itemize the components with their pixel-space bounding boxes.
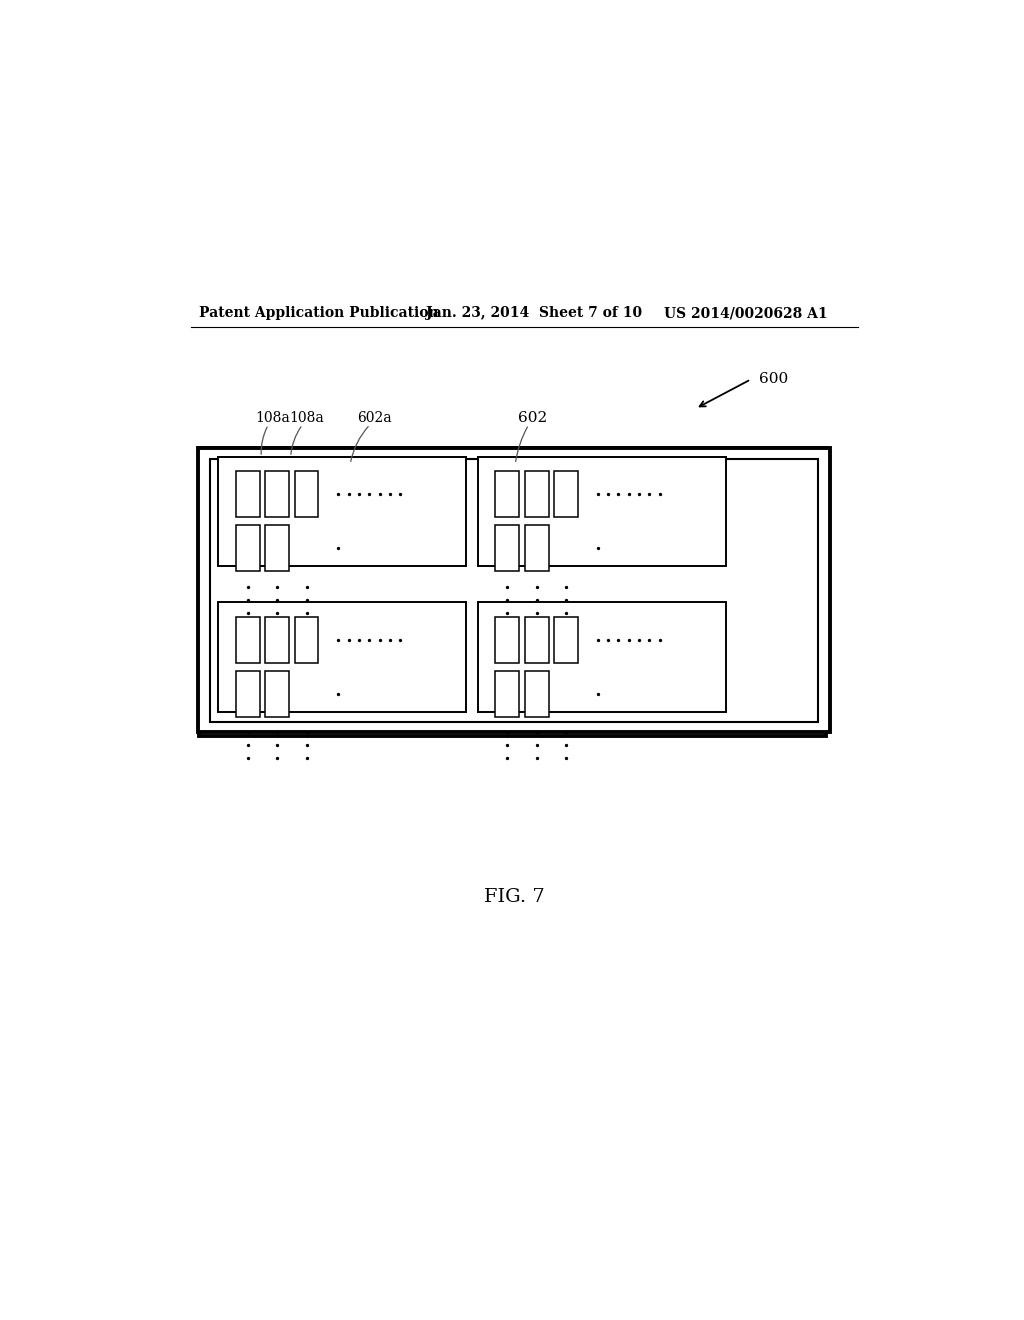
Text: FIG. 7: FIG. 7 bbox=[484, 888, 545, 906]
Bar bbox=[496, 525, 519, 572]
Bar bbox=[524, 616, 549, 663]
Bar bbox=[236, 671, 260, 717]
Text: Jan. 23, 2014  Sheet 7 of 10: Jan. 23, 2014 Sheet 7 of 10 bbox=[426, 306, 642, 321]
Bar bbox=[218, 602, 466, 711]
Bar bbox=[554, 471, 578, 517]
Bar bbox=[524, 471, 549, 517]
Text: Patent Application Publication: Patent Application Publication bbox=[200, 306, 439, 321]
Bar bbox=[295, 616, 318, 663]
Text: 602a: 602a bbox=[356, 411, 391, 425]
Bar bbox=[200, 449, 826, 735]
Bar bbox=[496, 671, 519, 717]
Text: 108a: 108a bbox=[255, 411, 290, 425]
Bar bbox=[524, 525, 549, 572]
Bar bbox=[265, 471, 289, 517]
Bar bbox=[211, 459, 814, 725]
Bar bbox=[496, 616, 519, 663]
Bar bbox=[265, 616, 289, 663]
Bar bbox=[524, 671, 549, 717]
Text: US 2014/0020628 A1: US 2014/0020628 A1 bbox=[664, 306, 827, 321]
Text: 600: 600 bbox=[759, 372, 788, 387]
Bar bbox=[218, 457, 466, 566]
Text: 602: 602 bbox=[518, 411, 548, 425]
Bar bbox=[295, 471, 318, 517]
Bar bbox=[265, 671, 289, 717]
Text: 108a: 108a bbox=[289, 411, 324, 425]
Bar bbox=[554, 616, 578, 663]
Bar bbox=[478, 602, 726, 711]
Bar bbox=[210, 458, 818, 722]
Bar bbox=[236, 525, 260, 572]
Bar bbox=[265, 525, 289, 572]
Bar bbox=[198, 447, 830, 733]
Bar bbox=[236, 616, 260, 663]
Bar bbox=[496, 471, 519, 517]
Bar bbox=[236, 471, 260, 517]
Bar bbox=[478, 457, 726, 566]
